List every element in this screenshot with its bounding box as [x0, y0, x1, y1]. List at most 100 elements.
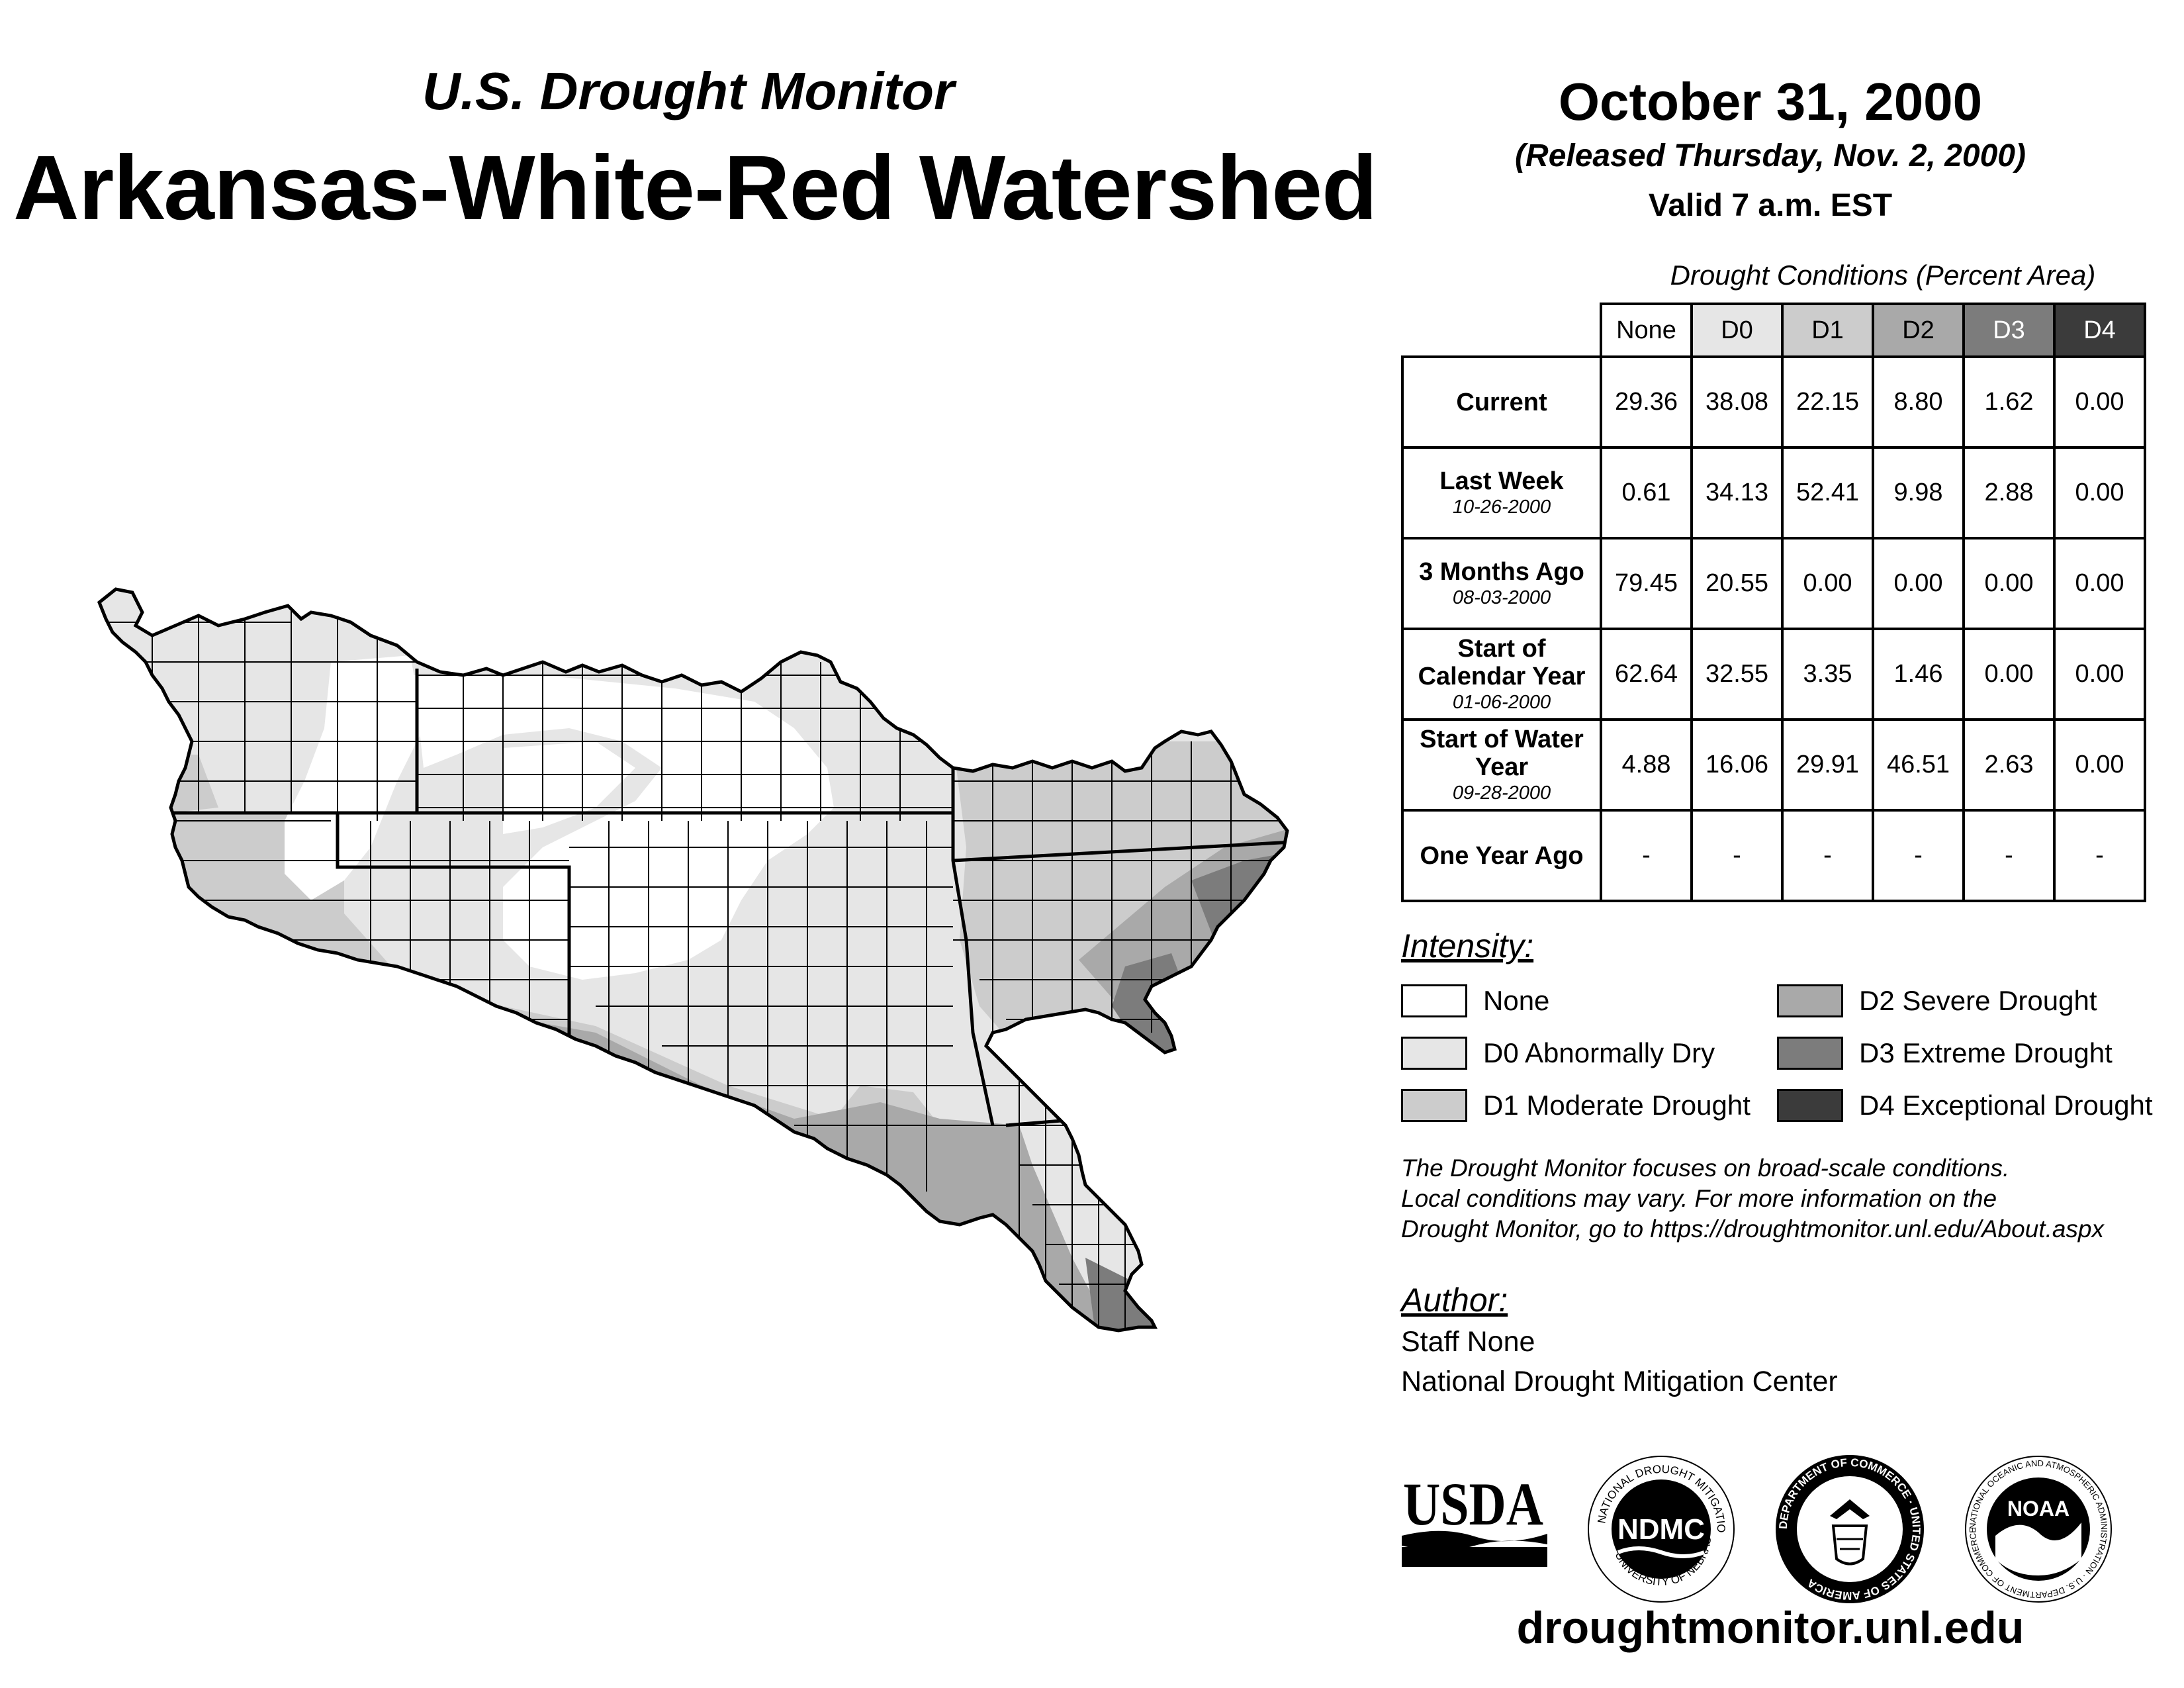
row-label: Current [1401, 355, 1602, 449]
legend-item-d0: D0 Abnormally Dry [1401, 1035, 1715, 1072]
drought-statistics-table: None D0 D1 D2 D3 D4 Current 29.36 38.08 … [1401, 303, 2146, 902]
author-name: Staff None [1401, 1326, 1535, 1358]
table-cell: 32.55 [1690, 628, 1784, 721]
row-date: 08-03-2000 [1452, 586, 1551, 608]
map-subtitle: U.S. Drought Monitor [422, 62, 955, 120]
legend-swatch [1401, 984, 1467, 1017]
table-cell: 0.61 [1600, 446, 1693, 539]
table-row: 3 Months Ago 08-03-2000 79.45 20.55 0.00 … [1401, 537, 2146, 630]
row-label: Last Week 10-26-2000 [1401, 446, 1602, 539]
legend-item-none: None [1401, 982, 1549, 1019]
disclaimer-line: Local conditions may vary. For more info… [1401, 1185, 1997, 1212]
map-date: October 31, 2000 [1558, 72, 1983, 131]
table-cell: - [2053, 809, 2146, 902]
table-cell: 16.06 [1690, 718, 1784, 812]
legend-label: D1 Moderate Drought [1483, 1090, 1751, 1121]
table-cell: 1.46 [1872, 628, 1965, 721]
map-title: Arkansas-White-Red Watershed [13, 137, 1377, 239]
legend-label: D2 Severe Drought [1859, 985, 2097, 1016]
legend-swatch [1401, 1089, 1467, 1122]
table-cell: 38.08 [1690, 355, 1784, 449]
table-cell: 8.80 [1872, 355, 1965, 449]
legend-swatch [1401, 1037, 1467, 1070]
row-date: 10-26-2000 [1452, 496, 1551, 518]
usda-logo: USDA [1402, 1473, 1547, 1567]
row-label-text: Last Week [1439, 467, 1564, 495]
table-cell: - [1600, 809, 1693, 902]
row-label: 3 Months Ago 08-03-2000 [1401, 537, 1602, 630]
row-label-text: Start of Calendar Year [1418, 634, 1586, 690]
table-header-row: None D0 D1 D2 D3 D4 [1402, 303, 2146, 358]
noaa-logo-text: NOAA [2007, 1497, 2070, 1521]
table-row: Last Week 10-26-2000 0.61 34.13 52.41 9.9… [1401, 446, 2146, 539]
disclaimer: The Drought Monitor focuses on broad-sca… [1401, 1153, 2162, 1244]
valid-time: Valid 7 a.m. EST [1648, 188, 1893, 223]
row-label: Start of Water Year 09-28-2000 [1401, 718, 1602, 812]
table-cell: 0.00 [1962, 628, 2056, 721]
row-label: Start of Calendar Year 01-06-2000 [1401, 628, 1602, 721]
table-cell: - [1690, 809, 1784, 902]
legend-swatch [1777, 984, 1843, 1017]
col-header-d1: D1 [1781, 303, 1874, 358]
table-caption: Drought Conditions (Percent Area) [1670, 259, 2096, 291]
doc-seal-logo: DEPARTMENT OF COMMERCE · UNITED STATES O… [1776, 1455, 1924, 1603]
row-date: 01-06-2000 [1452, 691, 1551, 713]
legend-swatch [1777, 1089, 1843, 1122]
ndmc-logo: NATIONAL DROUGHT MITIGATION CENTER UNIVE… [1585, 1453, 1735, 1603]
col-header-none: None [1600, 303, 1693, 358]
release-date: (Released Thursday, Nov. 2, 2000) [1515, 138, 2026, 173]
table-cell: 0.00 [2053, 355, 2146, 449]
table-cell: 4.88 [1600, 718, 1693, 812]
legend-label: D4 Exceptional Drought [1859, 1090, 2153, 1121]
table-row: Current 29.36 38.08 22.15 8.80 1.62 0.00 [1401, 355, 2146, 449]
table-row: One Year Ago - - - - - - [1401, 809, 2146, 902]
table-cell: 1.62 [1962, 355, 2056, 449]
legend-swatch [1777, 1037, 1843, 1070]
table-row: Start of Calendar Year 01-06-2000 62.64 3… [1401, 628, 2146, 721]
table-cell: 22.15 [1781, 355, 1874, 449]
table-cell: - [1962, 809, 2056, 902]
website-link[interactable]: droughtmonitor.unl.edu [1516, 1603, 2025, 1653]
table-cell: 20.55 [1690, 537, 1784, 630]
table-cell: 34.13 [1690, 446, 1784, 539]
legend-item-d3: D3 Extreme Drought [1777, 1035, 2113, 1072]
table-cell: 9.98 [1872, 446, 1965, 539]
row-label: One Year Ago [1401, 809, 1602, 902]
table-cell: 29.36 [1600, 355, 1693, 449]
usda-logo-text: USDA [1403, 1473, 1543, 1538]
author-organization: National Drought Mitigation Center [1401, 1366, 1838, 1397]
table-cell: - [1781, 809, 1874, 902]
legend-item-d4: D4 Exceptional Drought [1777, 1087, 2153, 1124]
table-cell: 46.51 [1872, 718, 1965, 812]
row-label-text: One Year Ago [1420, 841, 1584, 870]
table-cell: 2.63 [1962, 718, 2056, 812]
legend-item-d1: D1 Moderate Drought [1401, 1087, 1751, 1124]
row-date: 09-28-2000 [1452, 782, 1551, 804]
table-cell: 0.00 [1962, 537, 2056, 630]
table-cell: 62.64 [1600, 628, 1693, 721]
table-cell: 0.00 [2053, 718, 2146, 812]
disclaimer-line: Drought Monitor, go to https://droughtmo… [1401, 1215, 2104, 1243]
legend-label: None [1483, 985, 1550, 1016]
table-cell: 2.88 [1962, 446, 2056, 539]
legend-label: D3 Extreme Drought [1859, 1037, 2113, 1068]
table-cell: 0.00 [1872, 537, 1965, 630]
table-cell: 52.41 [1781, 446, 1874, 539]
legend-title: Intensity: [1401, 927, 1534, 964]
table-cell: - [1872, 809, 1965, 902]
col-header-d3: D3 [1962, 303, 2056, 358]
row-label-text: Current [1456, 388, 1547, 416]
ndmc-logo-text: NDMC [1617, 1513, 1705, 1546]
table-cell: 29.91 [1781, 718, 1874, 812]
legend-label: D0 Abnormally Dry [1483, 1037, 1715, 1068]
watershed-map [86, 569, 1310, 1350]
noaa-logo: NATIONAL OCEANIC AND ATMOSPHERIC ADMINIS… [1965, 1456, 2112, 1603]
col-header-d0: D0 [1690, 303, 1784, 358]
row-label-text: Start of Water Year [1420, 725, 1584, 781]
table-corner [1402, 304, 1602, 358]
legend-item-d2: D2 Severe Drought [1777, 982, 2097, 1019]
table-cell: 0.00 [2053, 628, 2146, 721]
table-cell: 0.00 [2053, 446, 2146, 539]
disclaimer-line: The Drought Monitor focuses on broad-sca… [1401, 1154, 2010, 1182]
table-cell: 0.00 [1781, 537, 1874, 630]
